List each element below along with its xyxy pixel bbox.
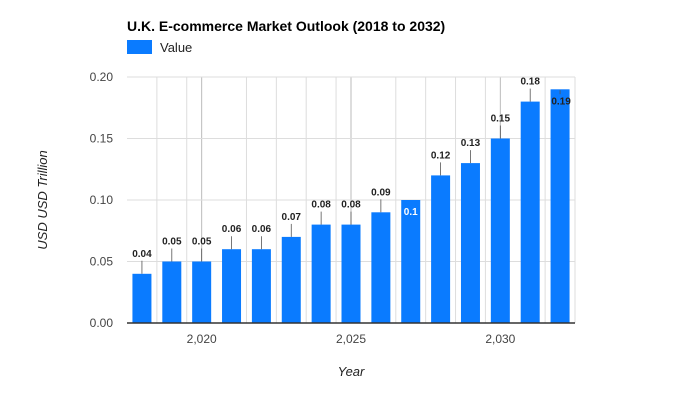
data-label-2027: 0.1	[404, 207, 418, 218]
y-tick-label: 0.20	[90, 70, 114, 84]
x-tick-label: 2,020	[187, 332, 217, 346]
bar-2021	[222, 249, 242, 323]
y-tick-label: 0.15	[90, 132, 114, 146]
bar-2028	[431, 175, 451, 323]
bar-2030	[490, 138, 510, 323]
data-label-2031: 0.18	[520, 77, 540, 88]
bar-2020	[192, 261, 212, 323]
y-tick-label: 0.05	[90, 255, 114, 269]
y-axis-title: USD USD Trillion	[35, 150, 50, 249]
data-label-2032: 0.19	[551, 96, 571, 107]
x-axis-title: Year	[338, 364, 365, 379]
bar-2022	[251, 249, 271, 323]
data-label-2028: 0.12	[431, 150, 451, 161]
bar-2026	[371, 212, 391, 323]
bar-2031	[520, 101, 540, 323]
bar-2032	[550, 89, 570, 323]
x-tick-label: 2,025	[336, 332, 366, 346]
data-label-2022: 0.06	[252, 224, 272, 235]
data-label-2030: 0.15	[491, 114, 511, 125]
bar-2027	[401, 200, 421, 323]
data-label-2024: 0.08	[311, 200, 331, 211]
legend: Value	[127, 40, 192, 55]
data-label-2026: 0.09	[371, 187, 391, 198]
legend-swatch	[127, 40, 152, 54]
bar-2023	[281, 236, 301, 323]
data-label-2021: 0.06	[222, 224, 242, 235]
labels: 2,020 2,025 2,030 0.00 0.05 0.10 0.15 0.20 0.04 0…	[90, 70, 572, 346]
data-label-2025: 0.08	[341, 200, 361, 211]
data-label-2018: 0.04	[132, 249, 152, 260]
data-label-2023: 0.07	[282, 212, 302, 223]
bar-2018	[132, 273, 152, 323]
x-tick-label: 2,030	[485, 332, 515, 346]
bar-2019	[162, 261, 182, 323]
bars	[132, 89, 570, 323]
y-tick-label: 0.00	[90, 316, 114, 330]
data-label-2019: 0.05	[162, 237, 182, 248]
chart-title: U.K. E-commerce Market Outlook (2018 to …	[127, 18, 445, 34]
y-tick-label: 0.10	[90, 193, 114, 207]
bar-2025	[341, 224, 361, 323]
bar-2029	[460, 163, 480, 323]
data-label-2029: 0.13	[461, 138, 481, 149]
bar-2024	[311, 224, 331, 323]
data-label-2020: 0.05	[192, 237, 212, 248]
legend-label: Value	[160, 40, 192, 55]
